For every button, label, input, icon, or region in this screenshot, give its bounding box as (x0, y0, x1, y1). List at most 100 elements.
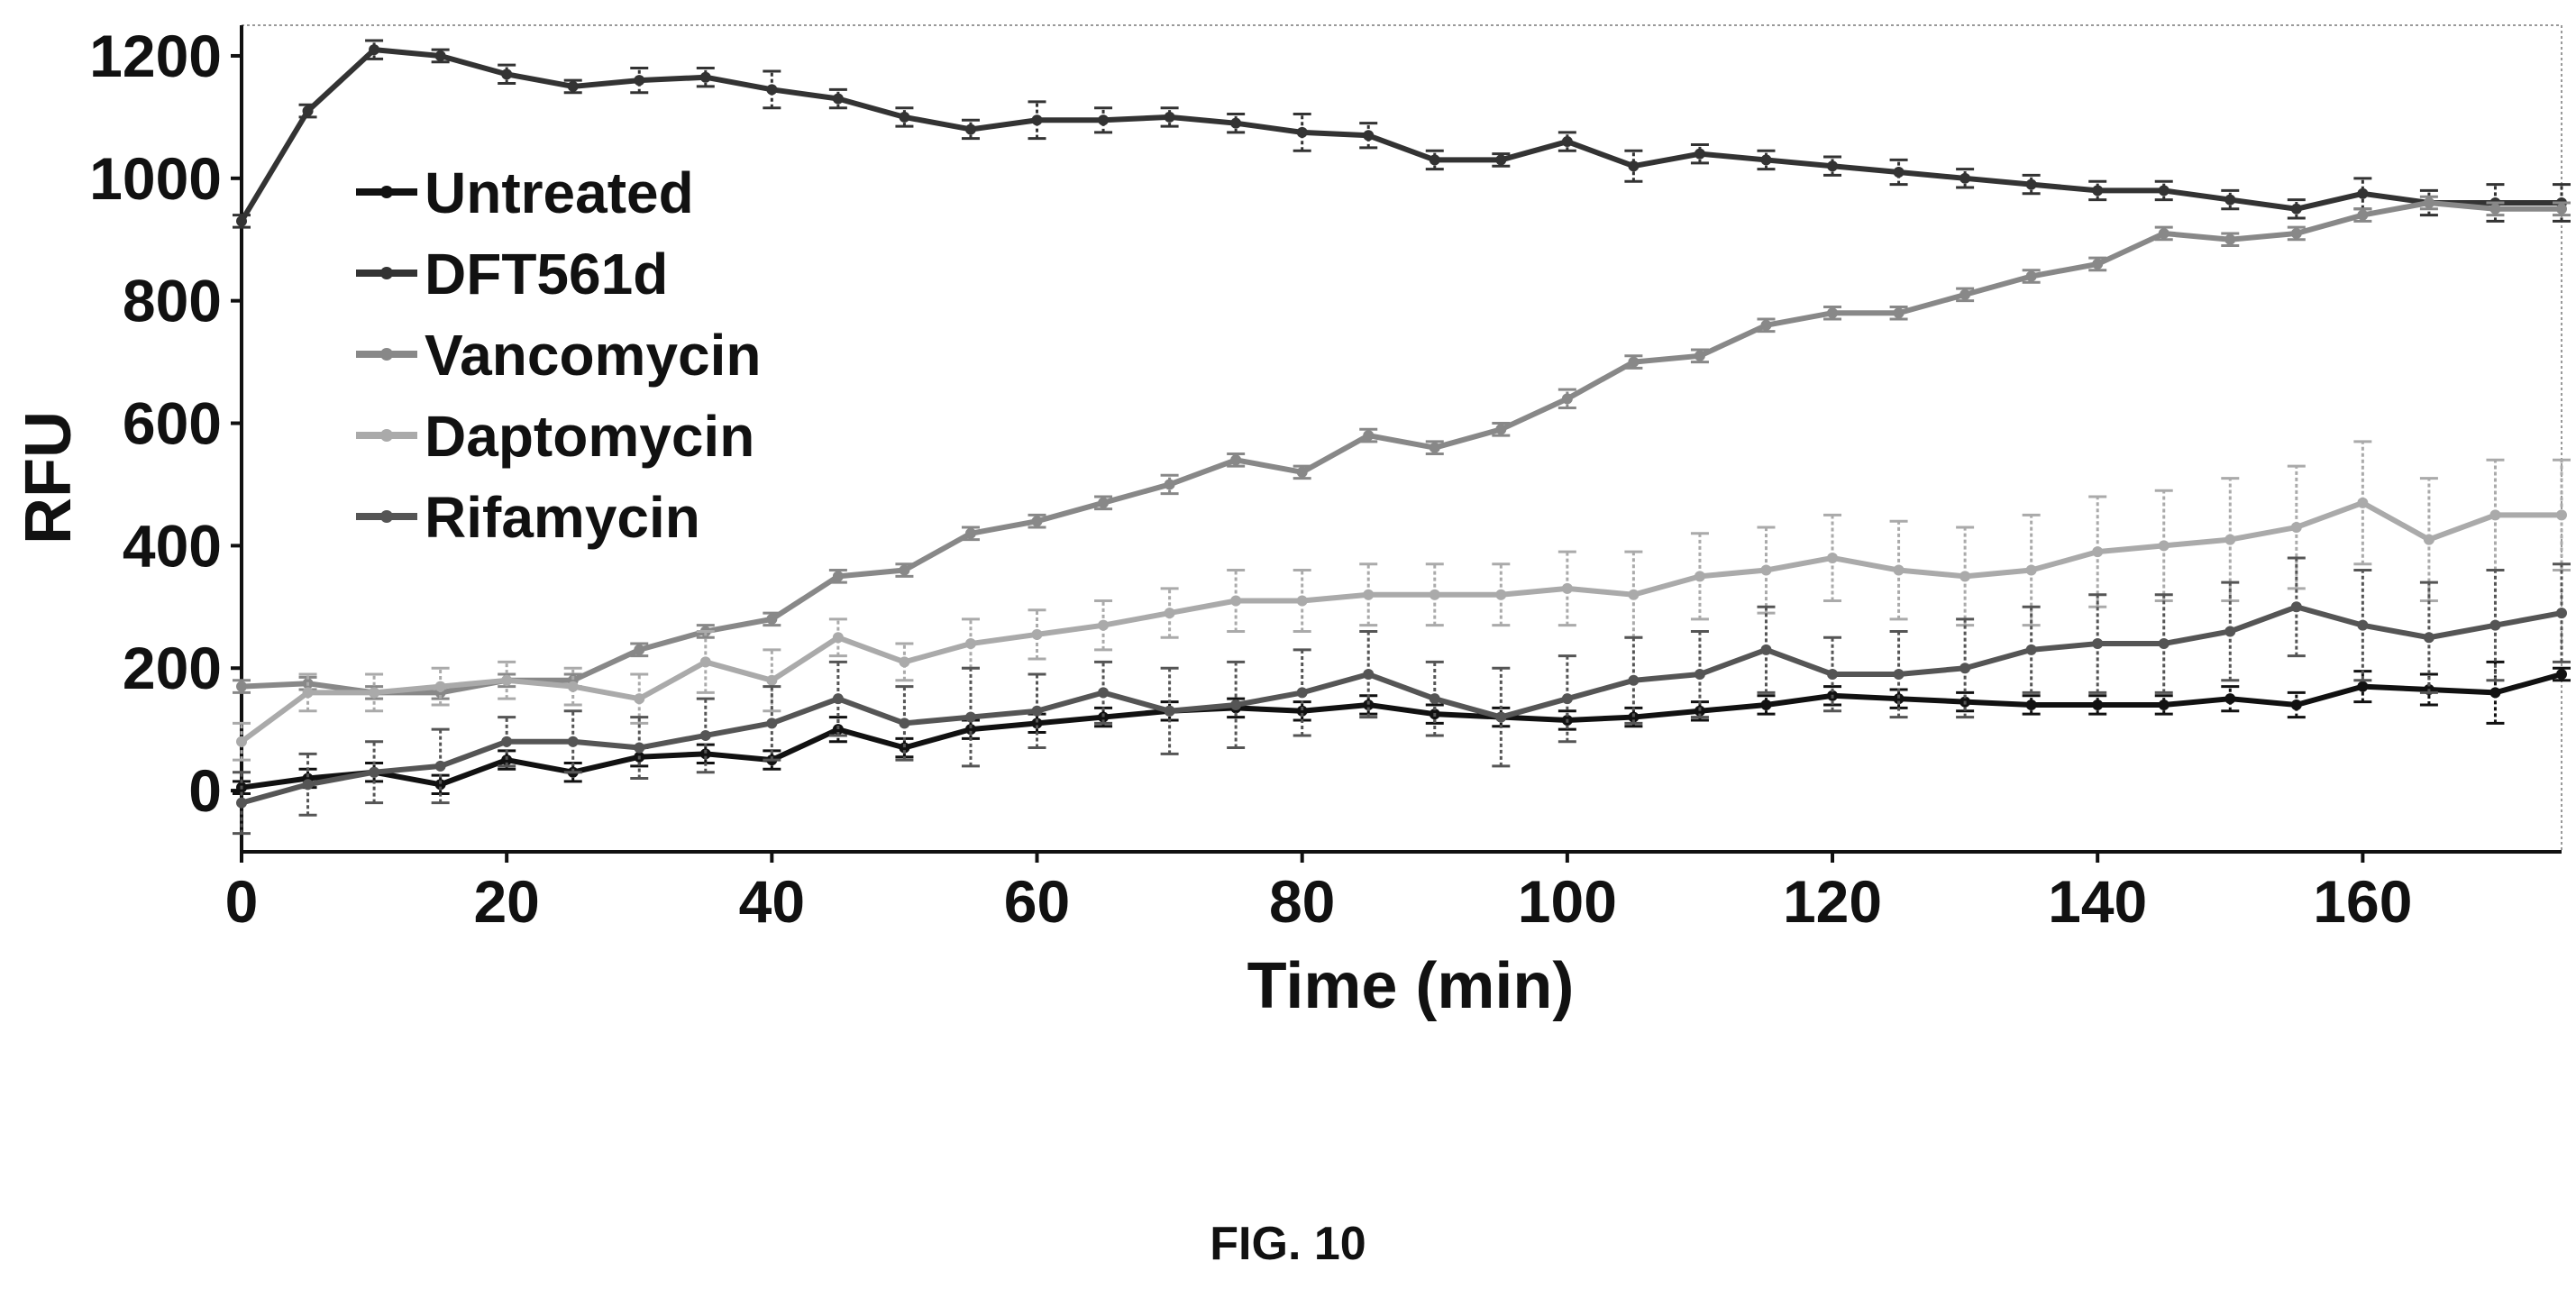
x-tick-label: 60 (1004, 868, 1070, 935)
data-point (634, 75, 645, 87)
data-point (2158, 540, 2170, 552)
data-point (1031, 114, 1043, 126)
data-point (2556, 669, 2567, 681)
data-point (1031, 705, 1043, 717)
data-point (1694, 148, 1705, 160)
series-daptomycin (233, 440, 2571, 762)
y-tick-label: 200 (123, 635, 222, 701)
series-vancomycin (233, 195, 2571, 700)
data-point (1296, 466, 1308, 478)
data-point (1296, 126, 1308, 138)
data-point (501, 674, 513, 686)
data-point (1363, 669, 1375, 681)
data-point (1760, 564, 1772, 576)
data-point (2423, 632, 2434, 644)
data-point (1628, 160, 1640, 172)
data-point (2092, 258, 2104, 270)
data-point (899, 742, 910, 754)
data-point (899, 718, 910, 729)
data-point (634, 644, 645, 655)
data-point (2489, 687, 2501, 699)
data-point (899, 656, 910, 668)
legend-label: Vancomycin (425, 323, 762, 388)
data-point (1230, 454, 1242, 466)
data-point (964, 123, 976, 135)
data-point (1363, 589, 1375, 600)
data-point (1031, 718, 1043, 729)
data-point (1164, 479, 1175, 490)
data-point (434, 50, 446, 61)
data-point (1098, 619, 1110, 631)
data-point (2357, 619, 2369, 631)
legend-label: Untreated (425, 160, 694, 225)
data-point (2290, 699, 2302, 710)
data-point (2224, 626, 2236, 637)
x-tick-label: 80 (1269, 868, 1335, 935)
data-point (2224, 194, 2236, 206)
data-point (1230, 699, 1242, 710)
data-point (2158, 185, 2170, 197)
data-point (1495, 589, 1507, 600)
series-dft561d (233, 39, 2571, 229)
axis-ticks: 0 20 40 60 80 100 120 140 160 0 200 400 600 800 1000 12… (89, 23, 2412, 935)
series-untreated (233, 660, 2571, 795)
data-point (1760, 699, 1772, 710)
data-point (1827, 160, 1839, 172)
data-point (1230, 595, 1242, 607)
data-point (1098, 711, 1110, 723)
data-point (964, 724, 976, 736)
data-point (832, 93, 844, 105)
x-tick-label: 0 (225, 868, 259, 935)
data-point (766, 613, 778, 625)
plot-frame (240, 24, 2562, 854)
data-point (1031, 628, 1043, 640)
data-point (2092, 185, 2104, 197)
data-point (699, 71, 711, 83)
data-point (434, 681, 446, 692)
data-point (567, 681, 579, 692)
data-point (434, 779, 446, 791)
x-tick-label: 40 (739, 868, 805, 935)
data-point (699, 729, 711, 741)
data-point (2025, 178, 2037, 190)
data-point (1296, 595, 1308, 607)
data-point (1893, 564, 1905, 576)
data-point (699, 656, 711, 668)
data-point (1893, 167, 1905, 178)
data-point (1561, 582, 1573, 594)
data-point (2092, 638, 2104, 650)
y-tick-label: 800 (123, 268, 222, 334)
data-point (1694, 669, 1705, 681)
data-point (2357, 187, 2369, 199)
data-point (236, 215, 247, 227)
data-point (2025, 644, 2037, 655)
x-tick-label: 160 (2313, 868, 2412, 935)
data-point (1429, 154, 1440, 166)
line-chart: 0 20 40 60 80 100 120 140 160 0 200 400 600 800 1000 12… (13, 23, 2571, 1022)
figure-caption: FIG. 10 (1210, 1218, 1366, 1270)
legend-marker (380, 429, 393, 442)
data-point (634, 693, 645, 705)
data-point (1760, 319, 1772, 331)
data-point (302, 779, 314, 791)
series-rifamycin (233, 556, 2571, 836)
legend-marker (380, 510, 393, 523)
data-point (1495, 711, 1507, 723)
data-point (1694, 350, 1705, 361)
data-point (1098, 687, 1110, 699)
x-tick-label: 140 (2048, 868, 2147, 935)
series-line (241, 604, 2562, 806)
data-point (1628, 356, 1640, 368)
data-point (1959, 663, 1971, 674)
data-point (1164, 111, 1175, 123)
data-point (964, 527, 976, 539)
data-point (1893, 693, 1905, 705)
data-point (964, 638, 976, 650)
data-point (2489, 203, 2501, 215)
legend: Untreated DFT561d Vancomycin Daptomycin Rifa… (356, 160, 762, 550)
data-point (2092, 546, 2104, 558)
data-point (1628, 711, 1640, 723)
data-point (2025, 270, 2037, 282)
data-point (2158, 227, 2170, 239)
data-point (1959, 172, 1971, 184)
